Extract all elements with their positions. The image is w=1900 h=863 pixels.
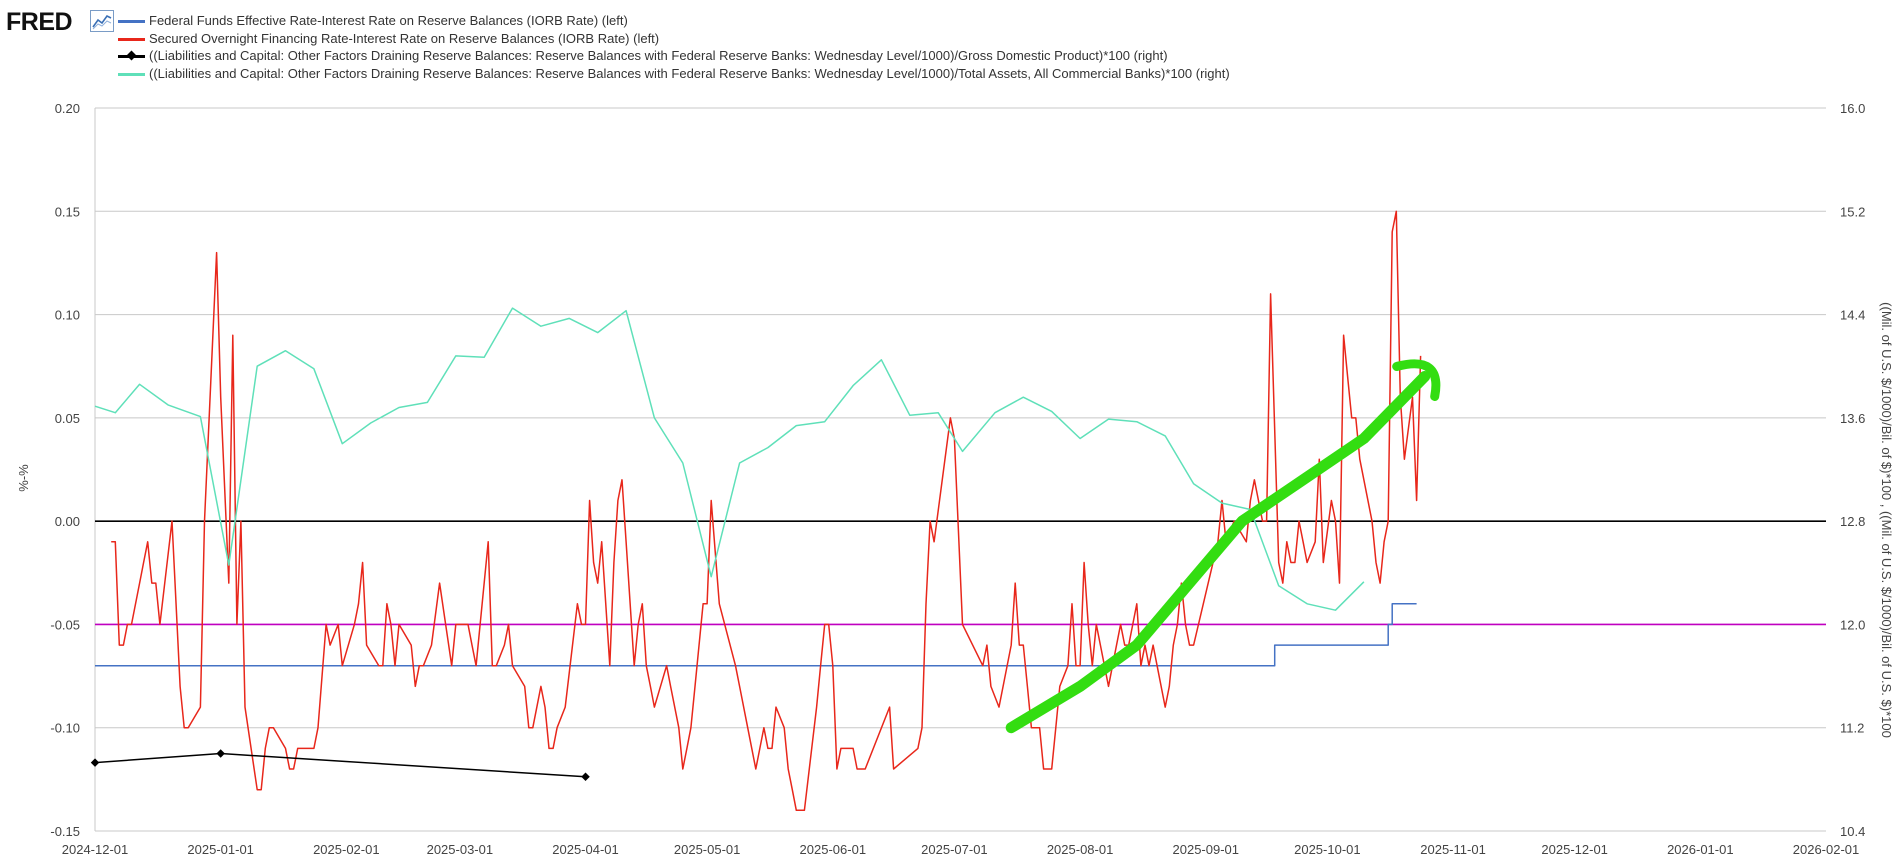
axis-layer: 0.20 0.15 0.10 0.05 0.00 -0.05 -0.10 -0.15 16.0 1…: [50, 101, 1865, 857]
y-tick-label-right: 10.4: [1840, 824, 1865, 839]
right-axis-label: ((Mil. of U.S. $/1000)/Bil. of $)*100 , …: [1879, 302, 1894, 738]
legend-item-fed-funds[interactable]: Federal Funds Effective Rate-Interest Ra…: [118, 12, 1230, 30]
reserves-gdp-line: [94, 752, 586, 778]
y-tick-label-left: 0.20: [55, 101, 80, 116]
x-tick-label: 2025-04-01: [552, 842, 619, 857]
annotation-layer: [1005, 359, 1441, 734]
legend-item-reserves-gdp[interactable]: ((Liabilities and Capital: Other Factors…: [118, 47, 1230, 65]
legend-item-sofr[interactable]: Secured Overnight Financing Rate-Interes…: [118, 30, 1230, 48]
legend-label: Secured Overnight Financing Rate-Interes…: [149, 30, 660, 46]
x-tick-label: 2024-12-01: [62, 842, 129, 857]
legend-item-reserves-assets[interactable]: ((Liabilities and Capital: Other Factors…: [118, 65, 1230, 83]
chart-icon: [90, 10, 114, 32]
y-tick-label-left: 0.00: [55, 514, 80, 529]
data-point-marker: [581, 772, 590, 782]
annotation-arrow-head: [1392, 359, 1441, 401]
y-tick-label-right: 12.8: [1840, 514, 1865, 529]
x-tick-label: 2025-11-01: [1420, 842, 1486, 857]
y-tick-label-left: 0.15: [55, 204, 80, 219]
x-tick-label: 2025-09-01: [1173, 842, 1240, 857]
x-tick-label: 2025-06-01: [800, 842, 867, 857]
y-tick-label-right: 11.2: [1840, 721, 1864, 736]
y-tick-label-right: 15.2: [1840, 204, 1865, 219]
data-point-marker: [216, 749, 225, 758]
grid-layer: [94, 107, 1826, 832]
legend-label: Federal Funds Effective Rate-Interest Ra…: [149, 13, 628, 28]
x-tick-label: 2025-08-01: [1047, 842, 1114, 857]
y-tick-label-left: 0.10: [55, 308, 80, 323]
chart-legend: Federal Funds Effective Rate-Interest Ra…: [118, 12, 1230, 82]
x-tick-label: 2025-02-01: [313, 842, 380, 857]
series-layer: [90, 210, 1826, 812]
x-tick-label: 2025-05-01: [674, 842, 741, 857]
x-tick-label: 2025-01-01: [187, 842, 254, 857]
y-tick-label-right: 14.4: [1840, 308, 1865, 323]
x-tick-label: 2025-12-01: [1541, 842, 1608, 857]
annotation-arrow-shaft: [1005, 371, 1431, 734]
x-tick-label: 2025-10-01: [1294, 842, 1361, 857]
y-tick-label-left: -0.10: [50, 721, 80, 736]
legend-swatch: [118, 37, 145, 41]
legend-label: ((Liabilities and Capital: Other Factors…: [149, 48, 1168, 63]
y-tick-label-left: -0.15: [50, 824, 80, 839]
x-tick-label: 2026-02-01: [1793, 842, 1860, 857]
sofr-line: [111, 210, 1422, 812]
y-tick-label-left: -0.05: [50, 617, 80, 632]
y-tick-label-right: 16.0: [1840, 101, 1865, 116]
x-tick-label: 2025-03-01: [427, 842, 494, 857]
legend-swatch: [118, 20, 145, 23]
fed-funds-line: [95, 603, 1417, 667]
left-axis-label: %-%: [16, 464, 31, 492]
reserves-assets-line: [94, 307, 1365, 611]
y-tick-label-right: 12.0: [1840, 617, 1865, 632]
legend-label: ((Liabilities and Capital: Other Factors…: [149, 65, 1230, 81]
y-tick-label-left: 0.05: [55, 411, 80, 426]
x-tick-label: 2025-07-01: [921, 842, 988, 857]
y-tick-label-right: 13.6: [1840, 411, 1865, 426]
legend-swatch: [118, 72, 145, 76]
fred-logo[interactable]: FRED: [6, 8, 73, 36]
data-point-marker: [90, 758, 100, 767]
legend-swatch: [118, 50, 145, 61]
x-tick-label: 2026-01-01: [1667, 842, 1734, 857]
